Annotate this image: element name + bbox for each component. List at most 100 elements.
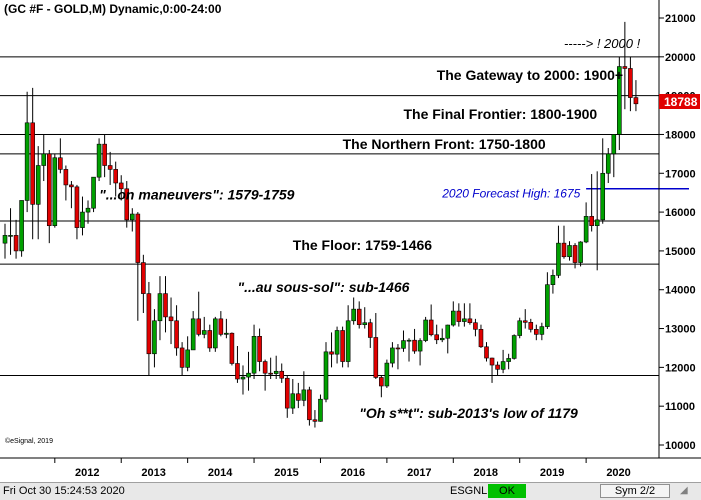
x-axis-ticks[interactable]: 2012 2013 2014 2015 2016 2017 2018 2019 2020 [54, 458, 631, 479]
candle [257, 328, 262, 372]
candle [13, 219, 19, 259]
candle-body [2, 235, 8, 244]
candle-body [273, 370, 279, 374]
candle-body [451, 310, 456, 326]
candle-body [356, 308, 362, 325]
candle [462, 303, 467, 327]
candle [224, 318, 229, 339]
candle [268, 357, 273, 380]
candle [550, 269, 556, 294]
candle-body [174, 320, 179, 349]
candle [417, 338, 423, 366]
candle [345, 305, 351, 368]
candle [318, 394, 323, 422]
candle [52, 153, 58, 228]
candle-body [412, 339, 417, 352]
candle [617, 56, 622, 150]
candle [246, 351, 251, 391]
candle-body [622, 66, 628, 69]
candle [340, 326, 345, 368]
candle-body [13, 235, 19, 252]
candle [179, 342, 185, 376]
candle-body [41, 153, 47, 166]
candle [63, 165, 69, 201]
candle-body [517, 320, 522, 336]
candle [96, 138, 102, 182]
y-tick-label: 18000 [665, 129, 696, 141]
y-tick-label: 21000 [665, 13, 696, 25]
candle [2, 223, 8, 259]
candle-body [296, 393, 301, 401]
symbol-selector[interactable]: Sym 2/2 [600, 484, 670, 498]
candle [146, 281, 152, 376]
candle-body [63, 169, 69, 186]
candle-body [24, 122, 30, 201]
feed-status-badge[interactable]: OK [488, 484, 526, 498]
candle-body [605, 153, 611, 174]
candle [561, 225, 567, 259]
candle [30, 87, 35, 240]
candle-body [467, 318, 473, 324]
resize-grip-icon[interactable]: ◢ [680, 485, 688, 496]
candle-body [556, 242, 561, 276]
annotation-label: The Northern Front: 1750-1800 [343, 136, 546, 152]
candle-body [373, 337, 379, 378]
candle-body [124, 188, 130, 221]
candle-body [168, 316, 174, 322]
annotation-label: "...on maneuvers": 1579-1759 [99, 186, 295, 202]
candle [130, 208, 135, 232]
candle [384, 359, 390, 388]
candle [35, 146, 41, 240]
candle [390, 342, 395, 368]
candle-body [345, 320, 351, 362]
candle-body [589, 216, 594, 226]
candle-body [301, 389, 307, 401]
candle-body [107, 165, 113, 170]
x-tick-label: 2017 [407, 467, 431, 479]
candle-body [379, 377, 384, 387]
candle-body [190, 318, 196, 351]
candle-body [633, 97, 639, 105]
candle [467, 303, 473, 325]
candle-body [74, 186, 80, 228]
y-tick-label: 14000 [665, 285, 696, 297]
candle [351, 297, 356, 325]
candle [605, 148, 611, 183]
candle [141, 254, 146, 314]
candle [633, 80, 639, 112]
candle-body [163, 293, 168, 318]
x-tick-label: 2020 [606, 467, 630, 479]
candle-body [323, 351, 329, 400]
candle-body [152, 320, 157, 355]
candle-body [69, 184, 74, 188]
candle [506, 353, 511, 370]
candle [628, 56, 633, 112]
candle [290, 379, 296, 414]
candle-body [445, 324, 451, 339]
candle [373, 313, 379, 380]
candle-body [628, 68, 633, 98]
annotations: -----> ! 2000 ! The Gateway to 2000: 1900… [99, 36, 641, 421]
candle-body [528, 322, 534, 330]
candle-body [478, 329, 484, 348]
x-tick-label: 2016 [341, 467, 365, 479]
candle [284, 375, 290, 418]
annotation-label: "...au sous-sol": sub-1466 [237, 279, 409, 295]
candle [511, 334, 517, 360]
candle [439, 328, 445, 343]
candle [135, 212, 141, 321]
candle [124, 181, 130, 228]
candle-body [567, 245, 572, 258]
candle-body [340, 330, 345, 362]
candle-body [395, 347, 401, 350]
candle-body [46, 153, 52, 226]
candle [578, 241, 583, 267]
candle-body [439, 337, 445, 341]
x-tick-label: 2019 [540, 467, 564, 479]
candle-body [384, 362, 390, 387]
chart-title: (GC #F - GOLD,M) Dynamic,0:00-24:00 [4, 2, 222, 16]
candle [273, 355, 279, 380]
candle-body [118, 182, 124, 190]
candle-body [8, 235, 13, 237]
candle [567, 241, 572, 261]
